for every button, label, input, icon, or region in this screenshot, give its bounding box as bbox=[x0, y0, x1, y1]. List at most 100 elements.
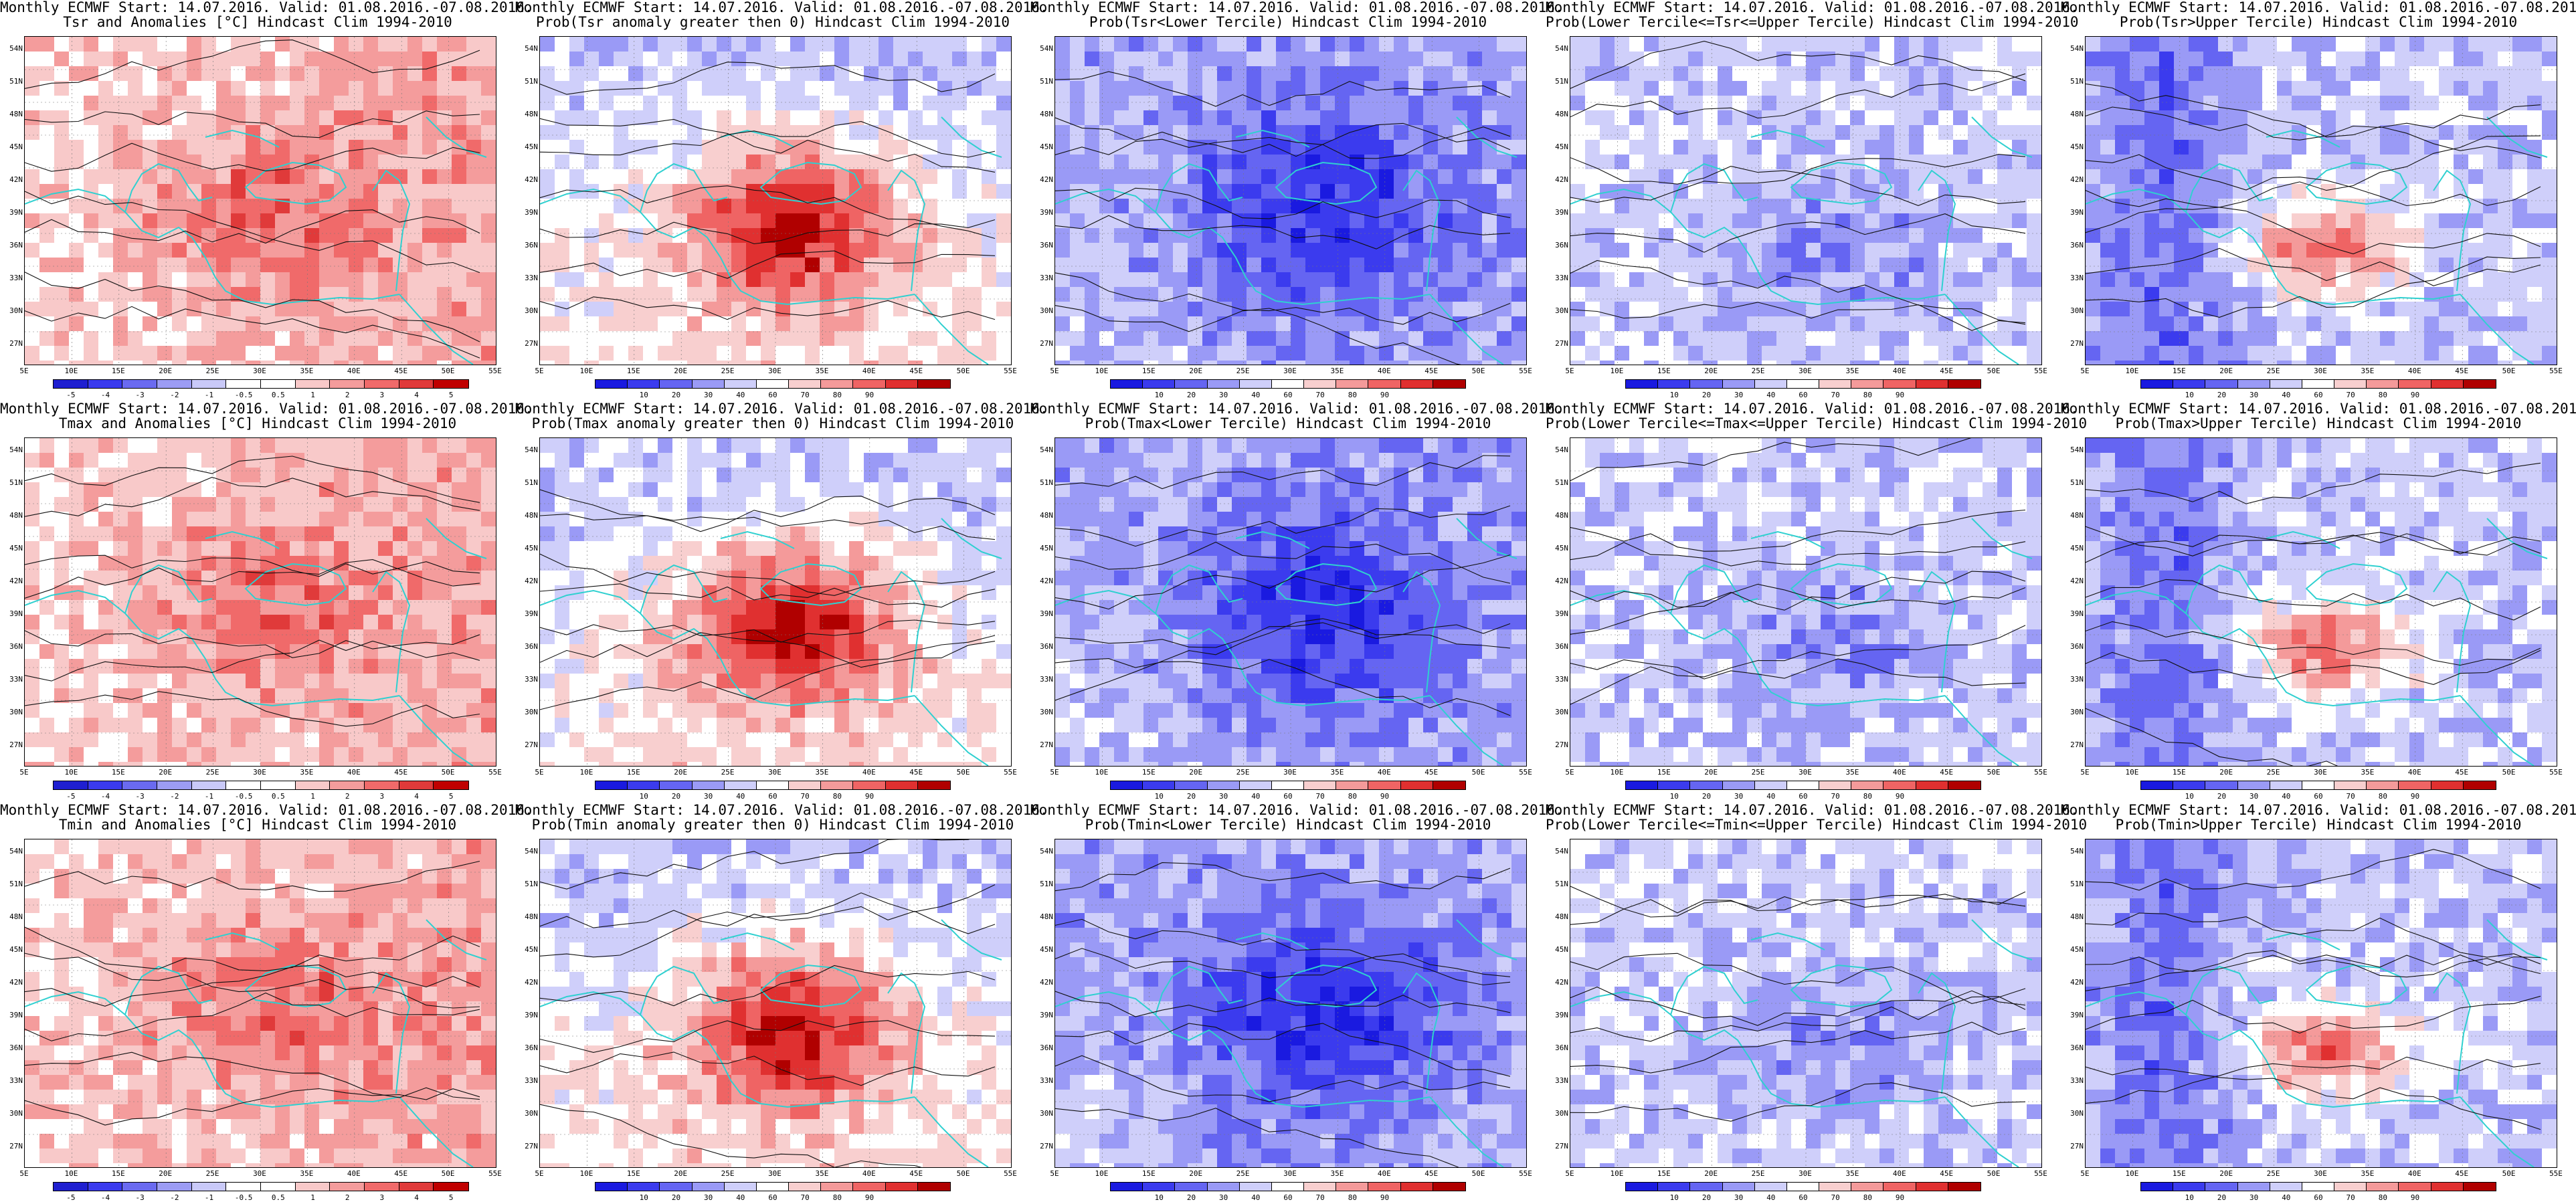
color-bar-segment bbox=[917, 781, 951, 790]
color-bar-segment bbox=[1400, 379, 1435, 389]
forecast-panel: Monthly ECMWF Start: 14.07.2016. Valid: … bbox=[515, 803, 1048, 1204]
longitude-label: 5E bbox=[1565, 768, 1574, 777]
latitude-label: 39N bbox=[2070, 609, 2084, 618]
color-bar-segment bbox=[398, 781, 435, 790]
latitude-label: 33N bbox=[9, 675, 23, 684]
longitude-label: 45E bbox=[1940, 1169, 1954, 1178]
panel-title-line-2: Tsr and Anomalies [°C] Hindcast Clim 199… bbox=[63, 14, 452, 30]
latitude-label: 33N bbox=[1555, 675, 1568, 684]
latitude-label: 30N bbox=[2070, 708, 2084, 716]
longitude-label: 40E bbox=[2407, 1169, 2421, 1178]
panel-title: Monthly ECMWF Start: 14.07.2016. Valid: … bbox=[2061, 401, 2576, 431]
color-bar-tick-label: -0.5 bbox=[234, 1193, 253, 1202]
color-bar-tick-label: 80 bbox=[1348, 792, 1357, 801]
longitude-label: 25E bbox=[1236, 768, 1250, 777]
color-bar-tick-label: 30 bbox=[704, 1193, 713, 1202]
longitude-label: 45E bbox=[909, 768, 923, 777]
color-bar-tick-label: 10 bbox=[1669, 1193, 1679, 1202]
longitude-label: 5E bbox=[2080, 768, 2090, 777]
latitude-label: 36N bbox=[9, 241, 23, 249]
color-bar-segment bbox=[659, 379, 694, 389]
longitude-label: 30E bbox=[253, 367, 266, 375]
panel-title-line-1: Monthly ECMWF Start: 14.07.2016. Valid: … bbox=[0, 802, 533, 818]
color-bar-segment bbox=[1174, 1182, 1209, 1191]
longitude-label: 10E bbox=[579, 768, 593, 777]
longitude-label: 35E bbox=[300, 1169, 314, 1178]
latitude-label: 36N bbox=[1555, 1043, 1568, 1052]
latitude-label: 36N bbox=[2070, 642, 2084, 651]
latitude-label: 39N bbox=[9, 1011, 23, 1019]
latitude-label: 39N bbox=[9, 208, 23, 217]
color-bar-tick-label: 60 bbox=[1799, 1193, 1808, 1202]
longitude-label: 45E bbox=[909, 1169, 923, 1178]
color-bar-segment bbox=[1657, 379, 1691, 389]
color-bar-tick-label: -0.5 bbox=[234, 391, 253, 399]
color-bar-segment bbox=[595, 379, 629, 389]
latitude-label: 42N bbox=[9, 577, 23, 585]
longitude-label: 15E bbox=[1141, 1169, 1156, 1178]
color-bar-tick-label: 1 bbox=[310, 391, 315, 399]
latitude-label: 51N bbox=[2070, 478, 2084, 487]
latitude-label: 27N bbox=[525, 1142, 538, 1150]
latitude-label: 30N bbox=[525, 306, 538, 315]
color-bar-tick-label: 40 bbox=[736, 792, 745, 801]
color-bar-tick-label: 70 bbox=[800, 391, 810, 399]
color-bar-tick-label: 80 bbox=[1863, 792, 1872, 801]
longitude-label: 45E bbox=[1424, 1169, 1439, 1178]
color-bar-segment bbox=[87, 379, 124, 389]
latitude-label: 33N bbox=[1555, 274, 1568, 282]
longitude-label: 35E bbox=[2361, 367, 2375, 375]
forecast-panel: Monthly ECMWF Start: 14.07.2016. Valid: … bbox=[2061, 401, 2576, 803]
panel-title-line-1: Monthly ECMWF Start: 14.07.2016. Valid: … bbox=[1546, 401, 2079, 417]
color-bar-tick-label: 70 bbox=[1831, 792, 1840, 801]
color-bar-segment bbox=[1336, 781, 1370, 790]
color-bar-segment bbox=[2205, 379, 2239, 389]
color-bar-segment bbox=[2173, 781, 2207, 790]
latitude-label: 42N bbox=[1040, 577, 1053, 585]
latitude-label: 27N bbox=[9, 1142, 23, 1150]
color-bar-tick-label: 10 bbox=[2185, 391, 2194, 399]
latitude-label: 54N bbox=[9, 445, 23, 454]
color-bar bbox=[595, 1182, 951, 1191]
longitude-label: 25E bbox=[1751, 367, 1765, 375]
map-field bbox=[24, 839, 496, 1168]
color-bar-tick-label: 40 bbox=[1251, 391, 1261, 399]
color-bar-segment bbox=[885, 379, 919, 389]
latitude-label: 51N bbox=[1555, 478, 1568, 487]
latitude-label: 36N bbox=[2070, 241, 2084, 249]
color-bar-tick-label: 60 bbox=[1799, 391, 1808, 399]
longitude-label: 10E bbox=[2125, 768, 2139, 777]
longitude-label: 50E bbox=[441, 367, 455, 375]
color-bar-tick-label: -4 bbox=[100, 391, 110, 399]
longitude-label: 40E bbox=[347, 768, 361, 777]
longitude-label: 30E bbox=[2314, 367, 2327, 375]
longitude-label: 30E bbox=[1283, 768, 1297, 777]
color-bar-tick-label: 30 bbox=[1219, 391, 1228, 399]
color-bar-tick-label: 20 bbox=[671, 792, 681, 801]
longitude-label: 20E bbox=[1704, 1169, 1718, 1178]
color-bar-segment bbox=[2398, 781, 2433, 790]
color-bar-tick-label: 80 bbox=[1863, 1193, 1872, 1202]
latitude-label: 27N bbox=[1040, 339, 1053, 348]
panel-title-line-2: Prob(Lower Tercile<=Tsr<=Upper Tercile) … bbox=[1546, 14, 2079, 30]
longitude-label: 5E bbox=[535, 768, 544, 777]
latitude-label: 45N bbox=[1040, 142, 1053, 151]
color-bar-tick-label: 20 bbox=[2217, 1193, 2227, 1202]
panel-title: Monthly ECMWF Start: 14.07.2016. Valid: … bbox=[0, 0, 533, 30]
panel-title-line-2: Tmin and Anomalies [°C] Hindcast Clim 19… bbox=[58, 817, 457, 833]
longitude-label: 40E bbox=[2407, 768, 2421, 777]
latitude-label: 42N bbox=[1555, 175, 1568, 184]
latitude-label: 42N bbox=[9, 978, 23, 987]
color-bar-tick-label: 90 bbox=[1380, 792, 1390, 801]
longitude-label: 35E bbox=[1330, 768, 1344, 777]
panel-title: Monthly ECMWF Start: 14.07.2016. Valid: … bbox=[515, 803, 1048, 832]
latitude-label: 51N bbox=[2070, 77, 2084, 86]
longitude-label: 50E bbox=[956, 1169, 970, 1178]
color-bar-tick-label: 40 bbox=[2282, 1193, 2291, 1202]
longitude-label: 50E bbox=[956, 768, 970, 777]
panel-title-line-2: Prob(Tmin<Lower Tercile) Hindcast Clim 1… bbox=[1085, 817, 1491, 833]
latitude-label: 48N bbox=[9, 912, 23, 921]
color-bar-tick-label: 90 bbox=[2410, 792, 2420, 801]
color-bar-segment bbox=[1657, 781, 1691, 790]
color-bar-tick-label: 90 bbox=[1895, 1193, 1905, 1202]
